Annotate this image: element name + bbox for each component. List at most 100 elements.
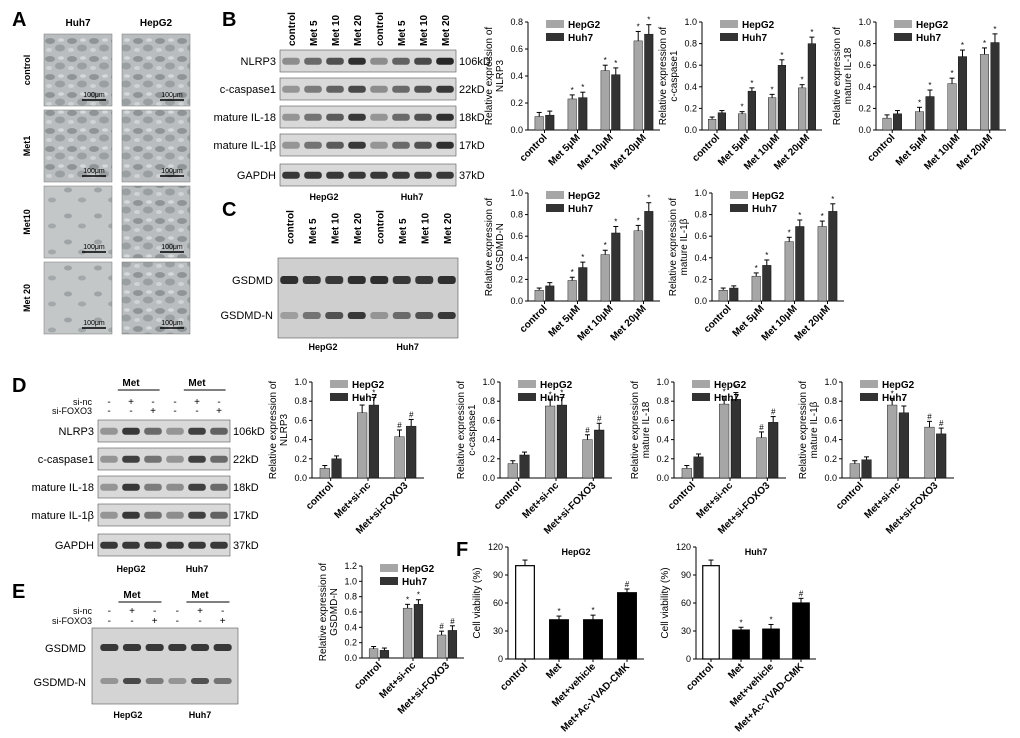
- significance-mark: *: [741, 103, 744, 112]
- bar: [379, 650, 390, 659]
- significance-mark: *: [361, 396, 364, 405]
- y-tick-label: 0.2: [858, 103, 871, 113]
- micrograph-image: [121, 185, 191, 259]
- blot-band: [166, 455, 184, 463]
- x-tick-label: control: [702, 303, 734, 335]
- blot-band: [210, 511, 228, 519]
- blot-band: [188, 455, 206, 463]
- blot-band: [414, 141, 432, 149]
- group-label: Huh7: [189, 710, 212, 720]
- legend-swatch: [518, 393, 536, 401]
- bar: [545, 285, 555, 302]
- bar: [924, 426, 935, 479]
- significance-mark: *: [902, 397, 905, 406]
- bar: [990, 42, 1000, 131]
- legend-label: Huh7: [352, 393, 377, 404]
- x-tick-label: control: [492, 480, 524, 512]
- blot-strip: [279, 163, 457, 187]
- chart-c1: 0.0 0.2 0.4 0.6 0.8 1.0 Relative expression of…: [484, 188, 660, 343]
- group-label: Huh7: [401, 192, 424, 202]
- y-axis-label: NLRP3: [495, 59, 506, 92]
- bar: [718, 290, 728, 302]
- bar: [947, 83, 957, 131]
- blot-band: [168, 644, 187, 651]
- y-tick-label: 0.8: [510, 17, 523, 27]
- blot-band: [415, 276, 434, 284]
- significance-mark: *: [581, 253, 584, 262]
- blot-band: [166, 541, 184, 549]
- y-tick-label: 1.0: [684, 17, 697, 27]
- legend-swatch: [330, 380, 348, 388]
- significance-mark: *: [821, 212, 824, 221]
- lane-label: control: [375, 12, 386, 46]
- bar: [693, 456, 704, 479]
- blot-band: [302, 276, 321, 284]
- lane-label: Met 20: [353, 14, 364, 46]
- blot-kd-label: 18kD: [459, 112, 485, 124]
- micrograph-image: [121, 33, 191, 107]
- bar: [545, 405, 556, 479]
- si-sign: -: [195, 406, 198, 417]
- bar: [702, 565, 720, 660]
- si-sign: -: [173, 397, 176, 408]
- y-tick-label: 0.8: [684, 39, 697, 49]
- blot-band: [122, 678, 142, 684]
- blot-band: [436, 85, 454, 93]
- blot-band-label: NLRP3: [59, 426, 94, 438]
- met-label: Met: [188, 378, 206, 389]
- y-tick-label: 30: [493, 626, 503, 636]
- blot-band: [370, 312, 389, 319]
- si-sign: +: [129, 606, 135, 617]
- lane-label: control: [375, 210, 386, 244]
- blot-band: [304, 57, 322, 65]
- bar: [368, 648, 379, 659]
- y-tick-label: 0.4: [344, 622, 357, 632]
- bar: [578, 97, 588, 131]
- blot-strip: [97, 475, 231, 499]
- significance-mark: *: [647, 194, 650, 203]
- chart-d4: 0.0 0.2 0.4 0.6 0.8 1.0 Relative expression of…: [798, 377, 954, 537]
- bar: [644, 33, 654, 131]
- blot-band: [348, 171, 366, 179]
- blot-band: [100, 483, 118, 491]
- y-tick-label: 60: [493, 598, 503, 608]
- blot-band: [414, 57, 432, 65]
- significance-mark: *: [983, 39, 986, 48]
- bar: [915, 111, 924, 131]
- y-tick-label: 1.0: [824, 377, 837, 387]
- blot-band: [144, 541, 162, 549]
- micrograph-image: [43, 261, 113, 335]
- bar: [798, 87, 807, 131]
- lane-label: Met 5: [398, 218, 409, 244]
- legend-label: Huh7: [568, 33, 593, 44]
- bar: [319, 468, 330, 479]
- blot-band: [326, 113, 344, 121]
- bar: [545, 114, 555, 131]
- legend-swatch: [860, 393, 878, 401]
- blot-band: [304, 113, 322, 121]
- blot-band: [348, 113, 366, 121]
- bar: [936, 433, 947, 479]
- bar: [368, 404, 379, 479]
- met-label: Met: [191, 590, 209, 601]
- bar: [784, 241, 794, 302]
- si-row-label: si-FOXO3: [52, 616, 92, 626]
- chart-b1: 0.0 0.2 0.4 0.6 0.8 Relative expression of NLR…: [484, 16, 660, 172]
- blot-band: [122, 644, 142, 651]
- blot-band: [100, 644, 119, 651]
- bar: [582, 439, 593, 479]
- y-axis-label: Cell viability (%): [472, 567, 483, 638]
- chart-b3: 0.0 0.2 0.4 0.6 0.8 1.0 Relative expression of…: [832, 17, 1006, 172]
- bar: [747, 90, 757, 131]
- scale-label: 100μm: [83, 92, 105, 99]
- si-sign: +: [152, 616, 158, 627]
- blot-band: [122, 455, 140, 463]
- y-tick-label: 1.0: [656, 377, 669, 387]
- y-tick-label: 0.8: [482, 396, 495, 406]
- chart-d3: 0.0 0.2 0.4 0.6 0.8 1.0 Relative expression of…: [630, 377, 786, 537]
- scale-label: 100μm: [83, 320, 105, 327]
- blot-band: [370, 141, 388, 149]
- bar: [708, 118, 717, 131]
- y-tick-label: 0.8: [858, 39, 871, 49]
- bar: [534, 290, 544, 302]
